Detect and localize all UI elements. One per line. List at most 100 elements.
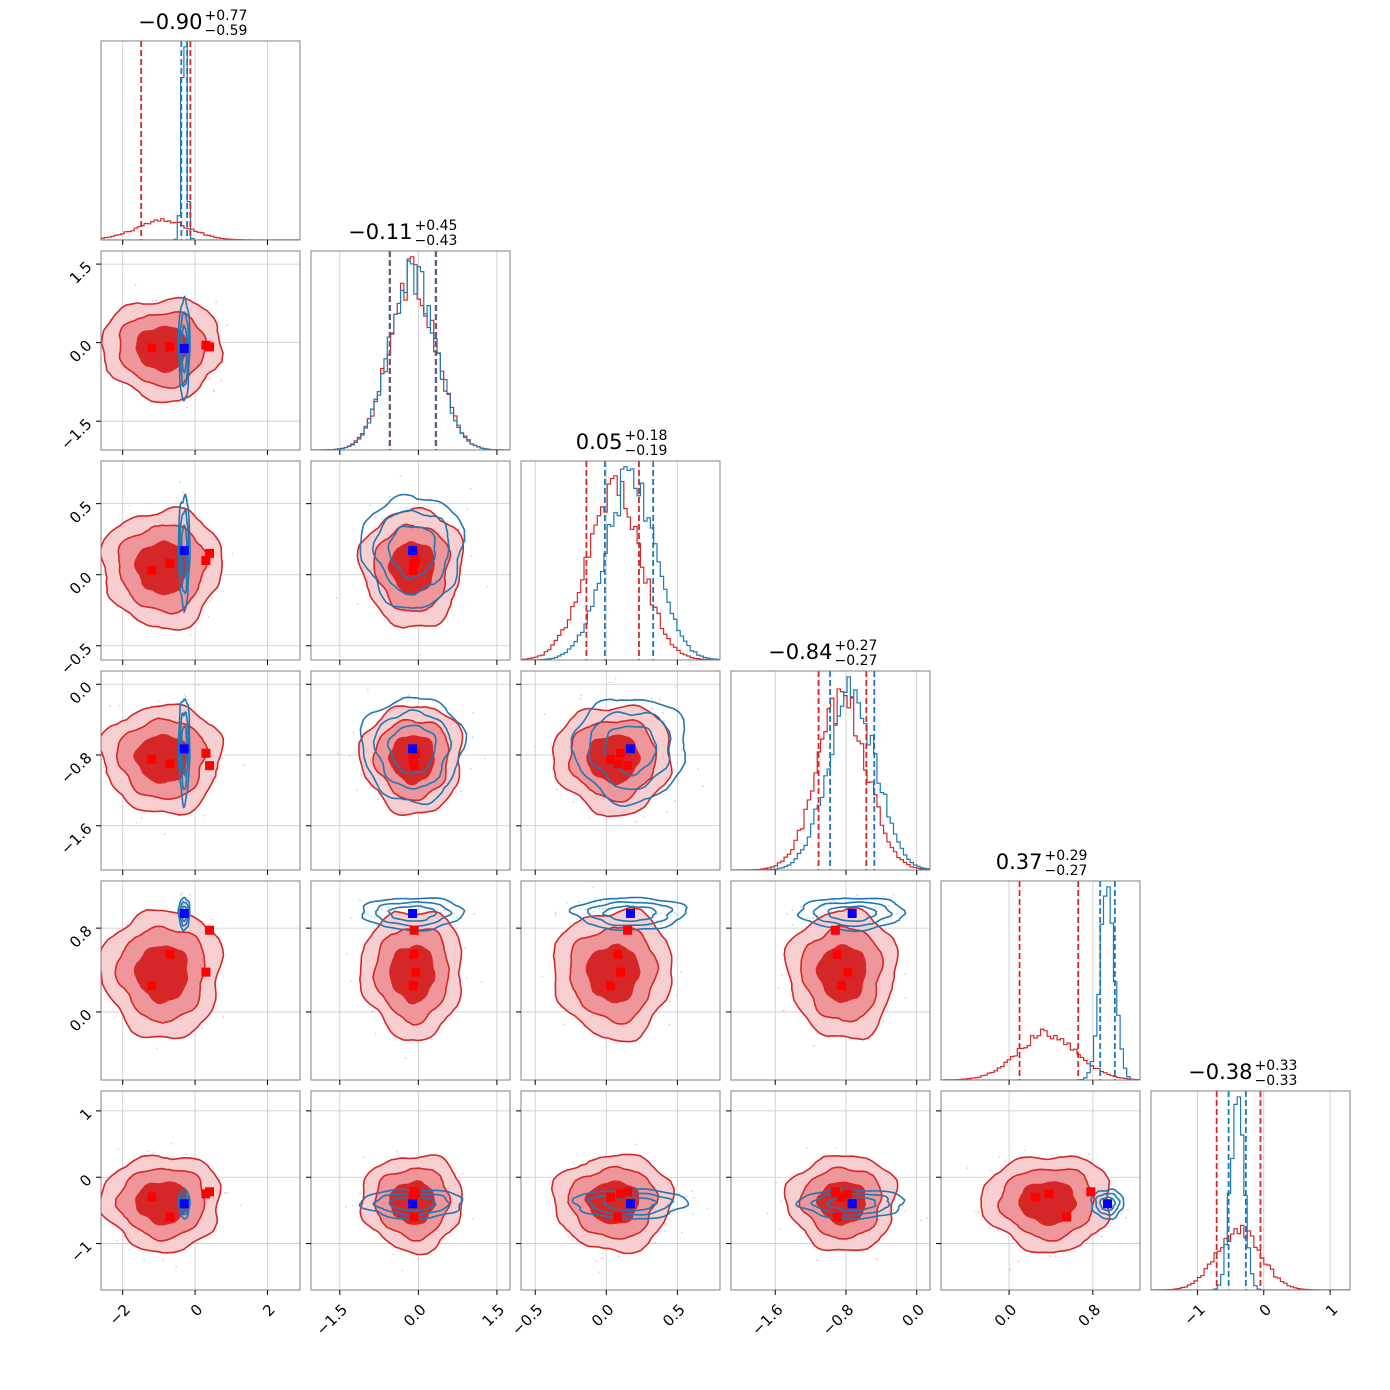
- red-contour-fill: [134, 734, 188, 783]
- blue-truth-marker: [625, 1199, 635, 1209]
- blue-sample-point: [1115, 1202, 1118, 1205]
- red-sample-point: [335, 596, 338, 599]
- red-truth-marker: [147, 1192, 157, 1202]
- red-sample-point: [112, 1224, 114, 1227]
- y-tick-label: 0.0: [66, 336, 96, 366]
- red-contour-line: [798, 1166, 883, 1240]
- red-sample-point: [816, 1259, 819, 1261]
- red-sample-point: [904, 996, 907, 999]
- red-sample-point: [775, 1181, 778, 1184]
- red-truth-marker: [411, 556, 421, 565]
- red-sample-point: [208, 378, 211, 380]
- red-sample-point: [140, 817, 143, 819]
- blue-sample-point: [389, 496, 391, 498]
- red-sample-point: [973, 1210, 976, 1213]
- panel-content: [311, 461, 510, 660]
- red-sample-point: [217, 321, 220, 324]
- blue-sample-point: [446, 520, 449, 523]
- red-truth-marker: [165, 1212, 175, 1222]
- red-contour-line: [114, 1167, 206, 1242]
- panel-content: [731, 671, 930, 870]
- panel-title-upper: +0.33: [1255, 1058, 1298, 1074]
- red-sample-point: [1004, 1160, 1007, 1163]
- red-contour-line: [585, 943, 641, 1004]
- red-sample-point: [604, 1046, 607, 1049]
- panel-3-1: [306, 670, 511, 875]
- red-truth-marker: [205, 342, 215, 352]
- blue-contour-line: [177, 1187, 191, 1220]
- panel-5-4: 0.0 0.8: [936, 1090, 1141, 1330]
- red-sample-point: [996, 1229, 999, 1231]
- y-tick-label: 0.0: [66, 569, 96, 599]
- panel-3-0: −1.6 −0.8 0.0: [57, 670, 301, 875]
- red-contour-fill: [136, 326, 190, 373]
- red-sample-point: [348, 755, 351, 757]
- red-sample-point: [668, 1023, 671, 1026]
- red-sample-point: [1017, 1260, 1020, 1263]
- red-contour-line: [118, 310, 207, 390]
- blue-sample-point: [436, 909, 439, 912]
- red-sample-point: [452, 913, 455, 915]
- blue-contour-line: [361, 897, 466, 932]
- red-truth-marker: [623, 1187, 633, 1197]
- blue-sample-point: [189, 633, 192, 636]
- blue-histogram: [311, 260, 510, 450]
- red-sample-point: [82, 1003, 84, 1005]
- red-truth-marker: [201, 748, 211, 758]
- red-sample-point: [989, 1169, 992, 1172]
- red-sample-point: [680, 971, 683, 974]
- red-sample-point: [336, 752, 339, 755]
- red-sample-point: [634, 1143, 637, 1146]
- blue-truth-marker: [179, 343, 189, 353]
- blue-contour-line: [1094, 1192, 1121, 1217]
- red-truth-marker: [623, 925, 633, 935]
- blue-sample-point: [186, 406, 188, 409]
- panel-content: [521, 881, 720, 1080]
- blue-contour-line: [810, 1192, 891, 1217]
- red-contour-line: [584, 1180, 640, 1225]
- red-sample-point: [920, 1219, 922, 1222]
- blue-contour-line: [827, 1196, 877, 1212]
- red-truth-marker: [1062, 1212, 1072, 1222]
- red-sample-point: [901, 1204, 904, 1207]
- red-sample-point: [103, 766, 106, 769]
- panel-1-1: −0.11 +0.45−0.43: [310, 218, 511, 455]
- red-sample-point: [666, 811, 668, 813]
- red-truth-marker: [409, 925, 419, 935]
- blue-contour-line: [387, 905, 438, 922]
- red-sample-point: [664, 1229, 667, 1232]
- red-sample-point: [676, 761, 678, 764]
- blue-sample-point: [399, 475, 402, 478]
- blue-sample-point: [385, 910, 388, 913]
- blue-sample-point: [566, 902, 568, 904]
- blue-sample-point: [691, 1190, 694, 1192]
- red-sample-point: [419, 653, 422, 656]
- red-sample-point: [155, 1047, 158, 1050]
- panel-title-lower: −0.27: [835, 653, 878, 669]
- red-sample-point: [998, 1156, 1000, 1158]
- red-sample-point: [777, 987, 780, 990]
- panel-title-upper: +0.45: [415, 218, 458, 234]
- red-sample-point: [231, 552, 234, 555]
- red-truth-marker: [147, 981, 157, 991]
- blue-sample-point: [691, 1213, 694, 1216]
- panel-frame: [520, 1090, 721, 1291]
- y-tick-label: −1.5: [57, 415, 95, 453]
- blue-sample-point: [829, 900, 832, 903]
- blue-sample-point: [370, 915, 372, 918]
- blue-sample-point: [185, 695, 188, 698]
- blue-sample-point: [884, 929, 887, 932]
- red-contour-line: [783, 1154, 899, 1252]
- blue-histogram: [941, 886, 1140, 1080]
- blue-contour-line: [587, 711, 672, 791]
- blue-sample-point: [406, 700, 409, 702]
- red-truth-marker: [1086, 1187, 1096, 1197]
- panel-content: [521, 671, 720, 870]
- panel-content: [311, 671, 510, 870]
- red-sample-point: [240, 1204, 242, 1207]
- blue-sample-point: [1112, 1190, 1115, 1193]
- red-truth-marker: [165, 759, 175, 769]
- panel-3-3: −0.84 +0.27−0.27: [730, 638, 931, 875]
- blue-sample-point: [1111, 1210, 1113, 1213]
- blue-sample-point: [554, 911, 557, 914]
